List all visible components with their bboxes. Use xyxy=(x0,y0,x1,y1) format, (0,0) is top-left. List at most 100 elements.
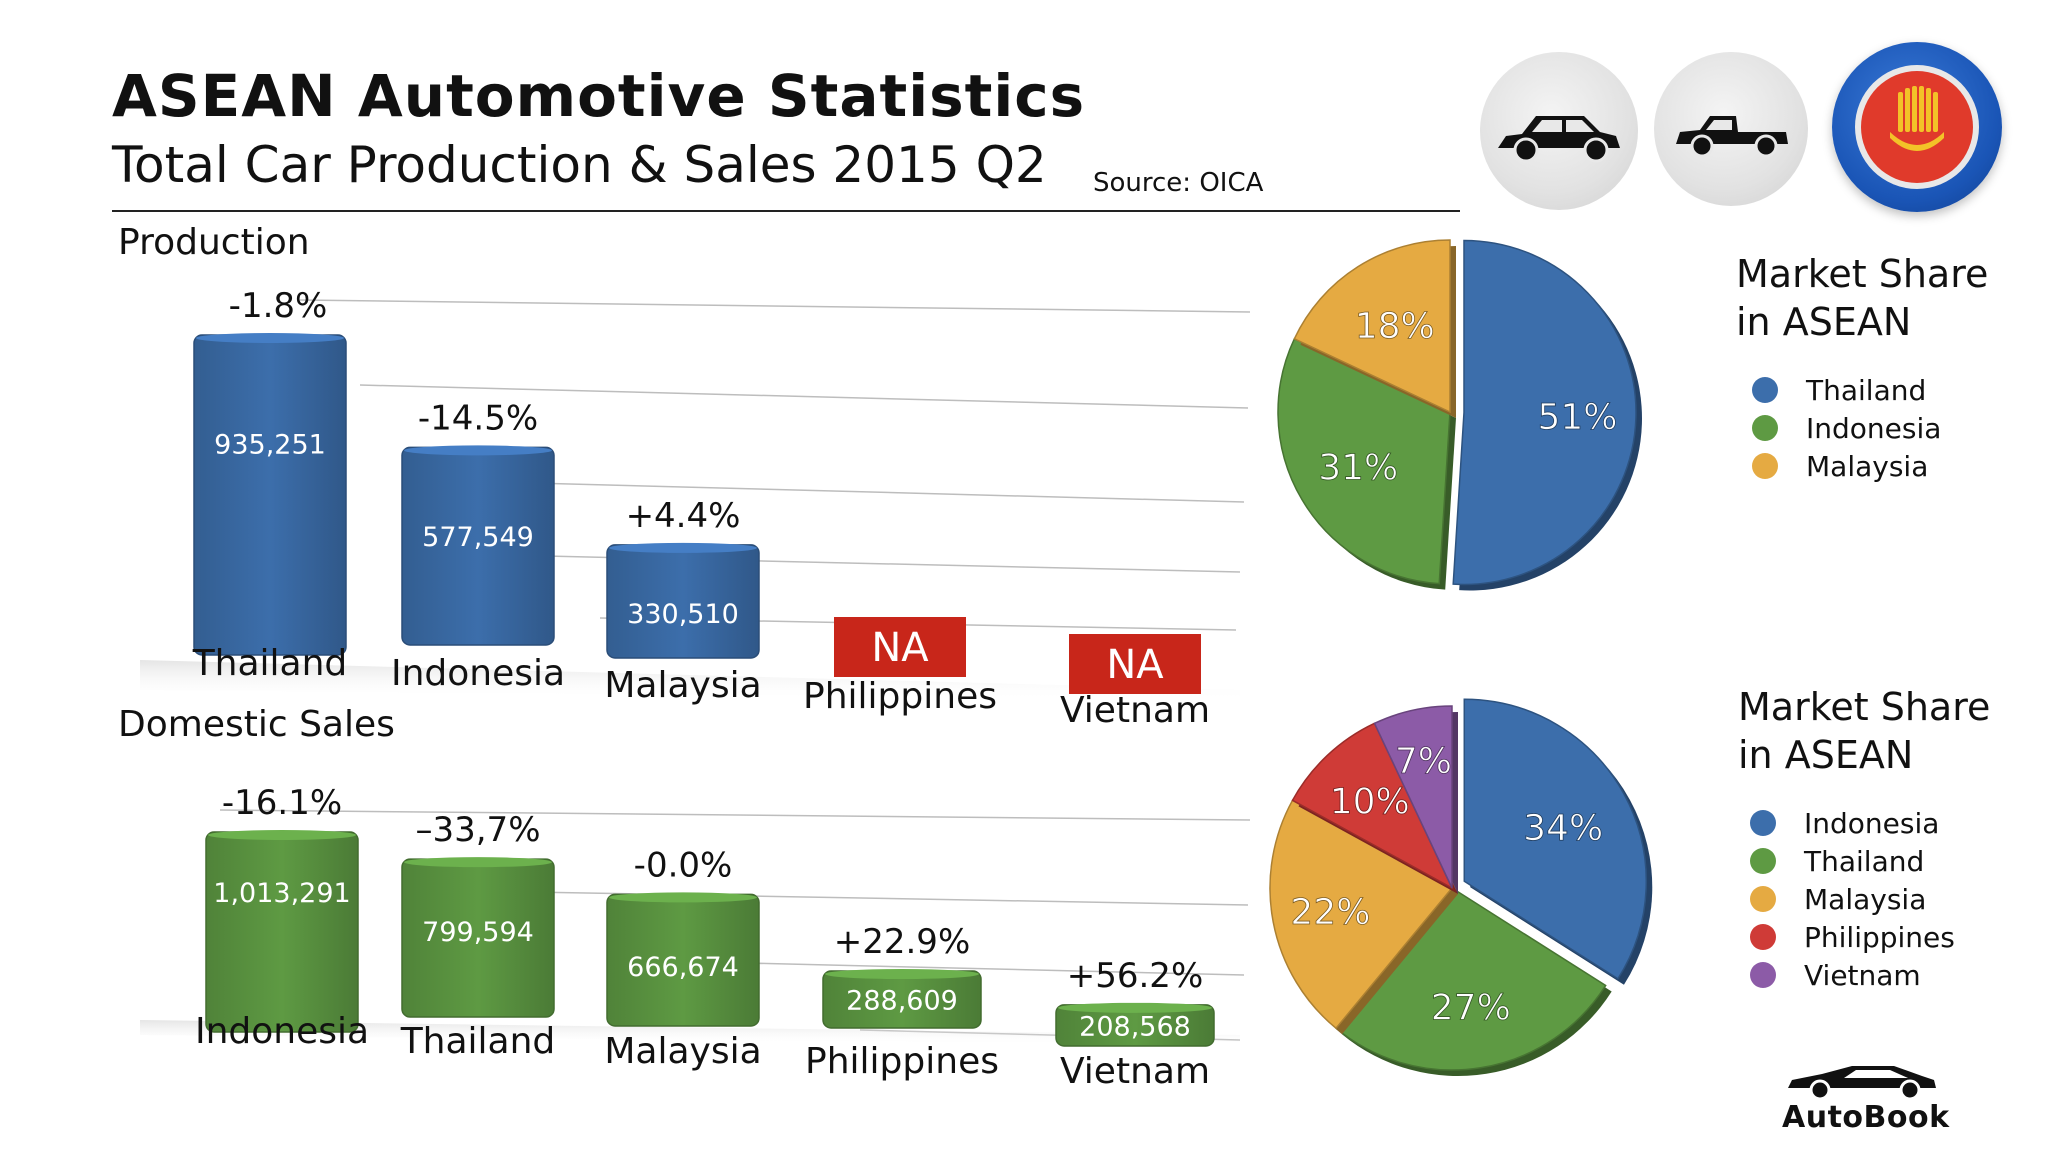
pie2-heading-line2: in ASEAN xyxy=(1738,733,1914,777)
change-label-philippines: +22.9% xyxy=(834,922,971,962)
change-label-thailand: -1.8% xyxy=(229,286,328,326)
pie1-heading-line2: in ASEAN xyxy=(1736,300,1912,344)
pickup-icon-badge xyxy=(1654,52,1808,206)
bar-top-malaysia xyxy=(609,892,757,903)
pie-label-indonesia: 31% xyxy=(1318,447,1398,488)
na-box-philippines xyxy=(834,617,966,677)
source-note: Source: OICA xyxy=(1093,168,1264,198)
pie1-heading: Market Share in ASEAN xyxy=(1736,250,1988,346)
value-label-malaysia: 666,674 xyxy=(627,952,739,983)
change-label-thailand: –33,7% xyxy=(415,810,540,850)
legend-label: Philippines xyxy=(1804,920,1955,954)
legend-item-thailand: Thailand xyxy=(1752,371,1941,409)
pie-label-philippines: 10% xyxy=(1330,781,1410,822)
sports-car-logo-icon xyxy=(1788,1066,1936,1101)
category-label-philippines: Philippines xyxy=(803,676,997,717)
change-label-indonesia: -16.1% xyxy=(222,783,342,823)
pie-label-malaysia: 18% xyxy=(1355,306,1435,347)
domestic-sales-section-label: Domestic Sales xyxy=(118,704,395,745)
asean-badge xyxy=(1832,42,2002,212)
legend-swatch xyxy=(1750,962,1776,988)
change-label-malaysia: +4.4% xyxy=(626,496,741,536)
na-box-vietnam xyxy=(1069,634,1201,694)
category-label-thailand: Thailand xyxy=(400,1021,556,1062)
legend-item-philippines: Philippines xyxy=(1750,918,1955,956)
floor-shadow xyxy=(140,660,1240,700)
na-label-philippines: NA xyxy=(871,625,929,671)
legend-item-malaysia: Malaysia xyxy=(1752,447,1941,485)
car-icon xyxy=(1498,116,1620,163)
bar-top-indonesia xyxy=(208,830,356,840)
gridline xyxy=(419,889,1249,906)
pie-label-indonesia: 34% xyxy=(1523,808,1603,849)
category-label-vietnam: Vietnam xyxy=(1060,1051,1210,1092)
floor-shadow xyxy=(140,1020,1240,1045)
page-subtitle: Total Car Production & Sales 2015 Q2 xyxy=(112,136,1047,194)
na-label-vietnam: NA xyxy=(1106,642,1164,688)
pie-label-thailand: 51% xyxy=(1537,397,1617,438)
car-icon-badge xyxy=(1480,52,1638,210)
value-label-philippines: 288,609 xyxy=(846,986,958,1017)
category-label-malaysia: Malaysia xyxy=(604,665,761,706)
value-label-indonesia: 1,013,291 xyxy=(213,878,350,909)
pie-slice-malaysia xyxy=(1293,239,1451,414)
legend-item-vietnam: Vietnam xyxy=(1750,956,1955,994)
gridline xyxy=(299,299,1251,313)
category-label-indonesia: Indonesia xyxy=(391,653,565,694)
change-label-vietnam: +56.2% xyxy=(1067,956,1204,996)
legend-swatch xyxy=(1750,886,1776,912)
legend-swatch xyxy=(1752,415,1778,441)
legend-item-thailand: Thailand xyxy=(1750,842,1955,880)
legend-label: Thailand xyxy=(1806,373,1927,407)
header-divider xyxy=(112,210,1460,212)
production-section-label: Production xyxy=(118,222,310,263)
pie-slice-philippines xyxy=(1291,722,1454,890)
legend-item-indonesia: Indonesia xyxy=(1750,804,1955,842)
legend-swatch xyxy=(1752,377,1778,403)
legend-swatch xyxy=(1750,848,1776,874)
legend-swatch xyxy=(1750,924,1776,950)
category-label-thailand: Thailand xyxy=(192,643,348,684)
bar-top-malaysia xyxy=(609,542,757,553)
pie-slice-indonesia xyxy=(1277,337,1451,585)
page-title: ASEAN Automotive Statistics xyxy=(112,62,1086,130)
pie-slice-vietnam xyxy=(1373,705,1453,889)
change-label-malaysia: -0.0% xyxy=(634,845,733,885)
pie-slice-malaysia xyxy=(1269,799,1454,1030)
legend-item-indonesia: Indonesia xyxy=(1752,409,1941,447)
gridline xyxy=(419,479,1245,503)
category-label-indonesia: Indonesia xyxy=(195,1011,369,1052)
pie-slice-indonesia xyxy=(1463,698,1647,980)
legend-swatch xyxy=(1750,810,1776,836)
pie-label-vietnam: 7% xyxy=(1395,741,1452,782)
gridline xyxy=(359,384,1249,409)
legend-label: Indonesia xyxy=(1804,806,1940,840)
asean-emblem-icon xyxy=(1855,65,1979,189)
legend-item-malaysia: Malaysia xyxy=(1750,880,1955,918)
pie1-heading-line1: Market Share xyxy=(1736,252,1989,296)
value-label-vietnam: 208,568 xyxy=(1079,1011,1191,1042)
bar-top-thailand xyxy=(404,857,552,868)
pie2-heading-line1: Market Share xyxy=(1738,685,1991,729)
brand-name: AutoBook xyxy=(1782,1100,1950,1135)
change-label-indonesia: -14.5% xyxy=(418,398,538,438)
gridline xyxy=(219,809,1251,821)
legend-label: Indonesia xyxy=(1806,411,1942,445)
legend-swatch xyxy=(1752,453,1778,479)
pie-slice-thailand xyxy=(1334,887,1607,1071)
category-label-vietnam: Vietnam xyxy=(1060,690,1210,731)
value-label-thailand: 799,594 xyxy=(422,917,534,948)
bar-top-indonesia xyxy=(404,445,552,456)
pie2-heading: Market Share in ASEAN xyxy=(1738,683,1990,779)
bar-top-thailand xyxy=(196,333,344,343)
pie1-legend: Thailand Indonesia Malaysia xyxy=(1752,371,1941,485)
bar-top-vietnam xyxy=(1058,1002,1212,1013)
pickup-truck-icon xyxy=(1676,116,1788,158)
bar-top-philippines xyxy=(825,969,979,980)
legend-label: Malaysia xyxy=(1806,449,1929,483)
value-label-thailand: 935,251 xyxy=(214,429,326,460)
